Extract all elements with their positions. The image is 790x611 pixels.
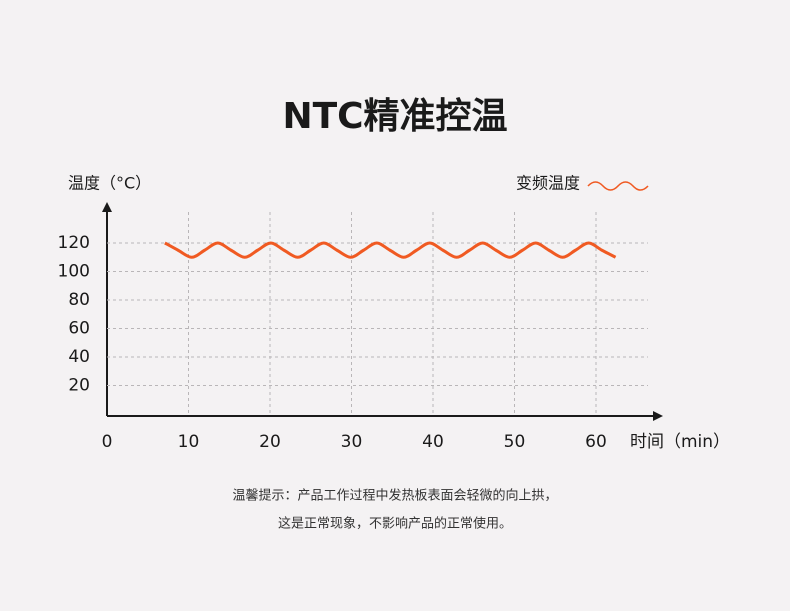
y-tick-label: 100 xyxy=(58,262,90,282)
y-tick-label: 80 xyxy=(68,290,90,310)
note: 这是正常现象，不影响产品的正常使用。 xyxy=(278,516,512,532)
x-tick-label: 50 xyxy=(504,432,526,452)
x-tick-label: 30 xyxy=(341,432,363,452)
x-tick-label: 20 xyxy=(259,432,281,452)
note: 温馨提示：产品工作过程中发热板表面会轻微的向上拱， xyxy=(232,488,557,504)
y-tick-label: 40 xyxy=(68,347,90,367)
y-tick-label: 60 xyxy=(68,319,90,339)
x-tick-label: 40 xyxy=(422,432,444,452)
y-tick-label: 120 xyxy=(58,233,90,253)
legend-label: 变频温度 xyxy=(516,174,580,193)
y-arrow xyxy=(102,202,112,212)
y-tick-label: 20 xyxy=(68,376,90,396)
x-arrow xyxy=(653,411,663,421)
x-tick-label: 60 xyxy=(585,432,607,452)
y-axis-label: 温度（°C） xyxy=(68,174,151,193)
x-tick-label: 0 xyxy=(102,432,113,452)
chart-title: NTC精准控温 xyxy=(282,96,507,137)
x-tick-label: 10 xyxy=(178,432,200,452)
series-line xyxy=(164,241,617,259)
legend-swatch xyxy=(587,181,649,191)
x-axis-label: 时间（min） xyxy=(630,432,730,452)
